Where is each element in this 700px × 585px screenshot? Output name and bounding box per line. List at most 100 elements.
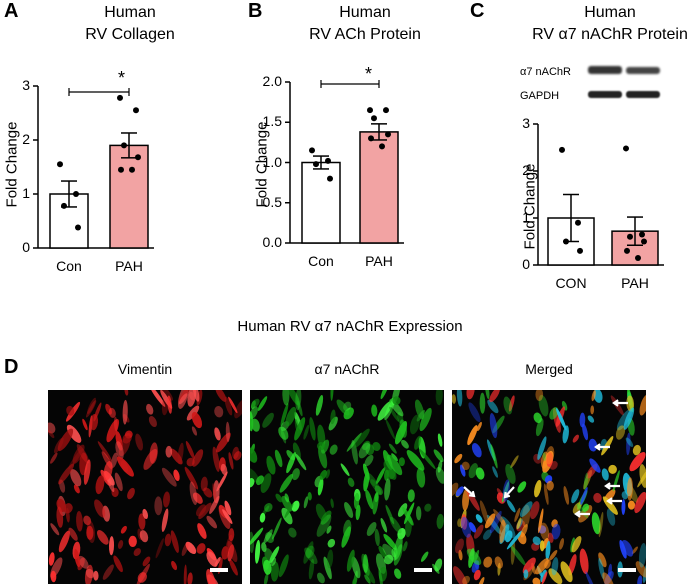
cell-stain [171, 560, 178, 571]
cell-stain [468, 402, 481, 423]
cell-stain [419, 448, 436, 470]
cell-stain [355, 504, 361, 521]
cell-stain [50, 452, 58, 464]
cell-stain [191, 426, 198, 436]
blot-band-a7-con [588, 66, 622, 74]
cell-stain [215, 390, 227, 402]
cell-stain [50, 523, 60, 536]
cell-stain [559, 538, 565, 550]
cell-stain [479, 500, 489, 525]
cell-stain [260, 473, 272, 493]
cell-stain [563, 486, 570, 505]
cell-stain [309, 417, 316, 441]
cell-stain [508, 395, 515, 412]
cell-stain [303, 541, 314, 564]
panel-c-category-label: CON [555, 275, 587, 291]
cell-stain [250, 467, 260, 483]
cell-stain [255, 475, 264, 486]
cell-stain [347, 477, 355, 487]
cell-stain [295, 390, 302, 411]
cell-stain [212, 483, 217, 501]
cell-stain [580, 487, 588, 505]
cell-stain [86, 525, 94, 540]
cell-stain [275, 493, 283, 503]
cell-stain [461, 461, 470, 471]
cell-stain [218, 504, 231, 530]
cell-stain [262, 412, 274, 428]
cell-stain [192, 449, 204, 467]
cell-stain [399, 419, 408, 438]
cell-stain [266, 455, 276, 475]
cell-stain [384, 478, 391, 501]
cell-stain [639, 394, 646, 416]
panel-c-title-line2: RV α7 nAChR Protein [532, 26, 688, 43]
cell-stain [506, 530, 523, 550]
cell-stain [189, 481, 198, 506]
cell-stain [538, 394, 549, 417]
cell-stain [608, 464, 617, 474]
cell-stain [542, 452, 547, 462]
cell-stain [593, 492, 602, 503]
cell-stain [185, 541, 197, 555]
cell-stain [545, 446, 555, 465]
cell-stain [562, 425, 569, 444]
cell-stain [468, 463, 478, 479]
cell-stain [492, 466, 498, 478]
cell-stain [116, 456, 134, 477]
cell-stain [473, 524, 484, 539]
cell-stain [250, 447, 258, 463]
panel-a-category-label: PAH [115, 258, 143, 274]
panel-c-title-line1: Human [584, 4, 636, 21]
cell-stain [117, 540, 124, 549]
panel-letter-b: B [248, 0, 263, 22]
cell-stain [263, 572, 269, 584]
cell-stain [187, 390, 197, 407]
cell-stain [591, 512, 601, 535]
cell-stain [587, 415, 595, 423]
cell-stain [475, 467, 485, 480]
cell-stain [222, 509, 233, 524]
cell-stain [397, 503, 408, 517]
cell-stain [142, 556, 151, 567]
cell-stain [572, 502, 582, 514]
cell-stain [353, 428, 370, 449]
cell-stain [406, 450, 425, 471]
cell-stain [228, 452, 234, 470]
cell-stain [274, 449, 283, 468]
cell-stain [452, 482, 459, 497]
cell-stain [164, 533, 172, 547]
panel-c-data-point [577, 247, 583, 254]
cell-stain [214, 427, 221, 441]
cell-stain [532, 536, 541, 546]
cell-stain [85, 400, 97, 418]
cell-stain [287, 390, 300, 406]
cell-stain [316, 441, 326, 451]
cell-stain [263, 559, 272, 575]
cell-stain [254, 539, 261, 564]
cell-stain [499, 519, 506, 544]
cell-stain [383, 533, 397, 551]
cell-stain [402, 541, 408, 552]
panel-c-data-point [627, 233, 633, 240]
cell-stain [308, 558, 315, 580]
cell-stain [621, 491, 629, 500]
image-label-merged: Merged [525, 361, 573, 377]
cell-stain [388, 443, 397, 454]
cell-stain [494, 556, 503, 569]
cell-stain [133, 548, 141, 557]
cell-stain [114, 472, 123, 492]
cell-stain [476, 421, 482, 432]
blot-band-gapdh-con [588, 91, 622, 98]
cell-stain [271, 517, 282, 540]
cell-stain [560, 561, 573, 583]
cell-stain [466, 390, 475, 400]
cell-stain [386, 454, 403, 476]
panel-a-tick-label: 1 [22, 185, 30, 201]
cell-stain [291, 468, 300, 481]
cell-stain [634, 491, 646, 514]
cell-stain [149, 390, 166, 407]
cell-stain [414, 399, 425, 420]
cell-stain [191, 411, 203, 429]
cell-stain [269, 546, 280, 564]
panel-a-data-point [117, 94, 123, 101]
